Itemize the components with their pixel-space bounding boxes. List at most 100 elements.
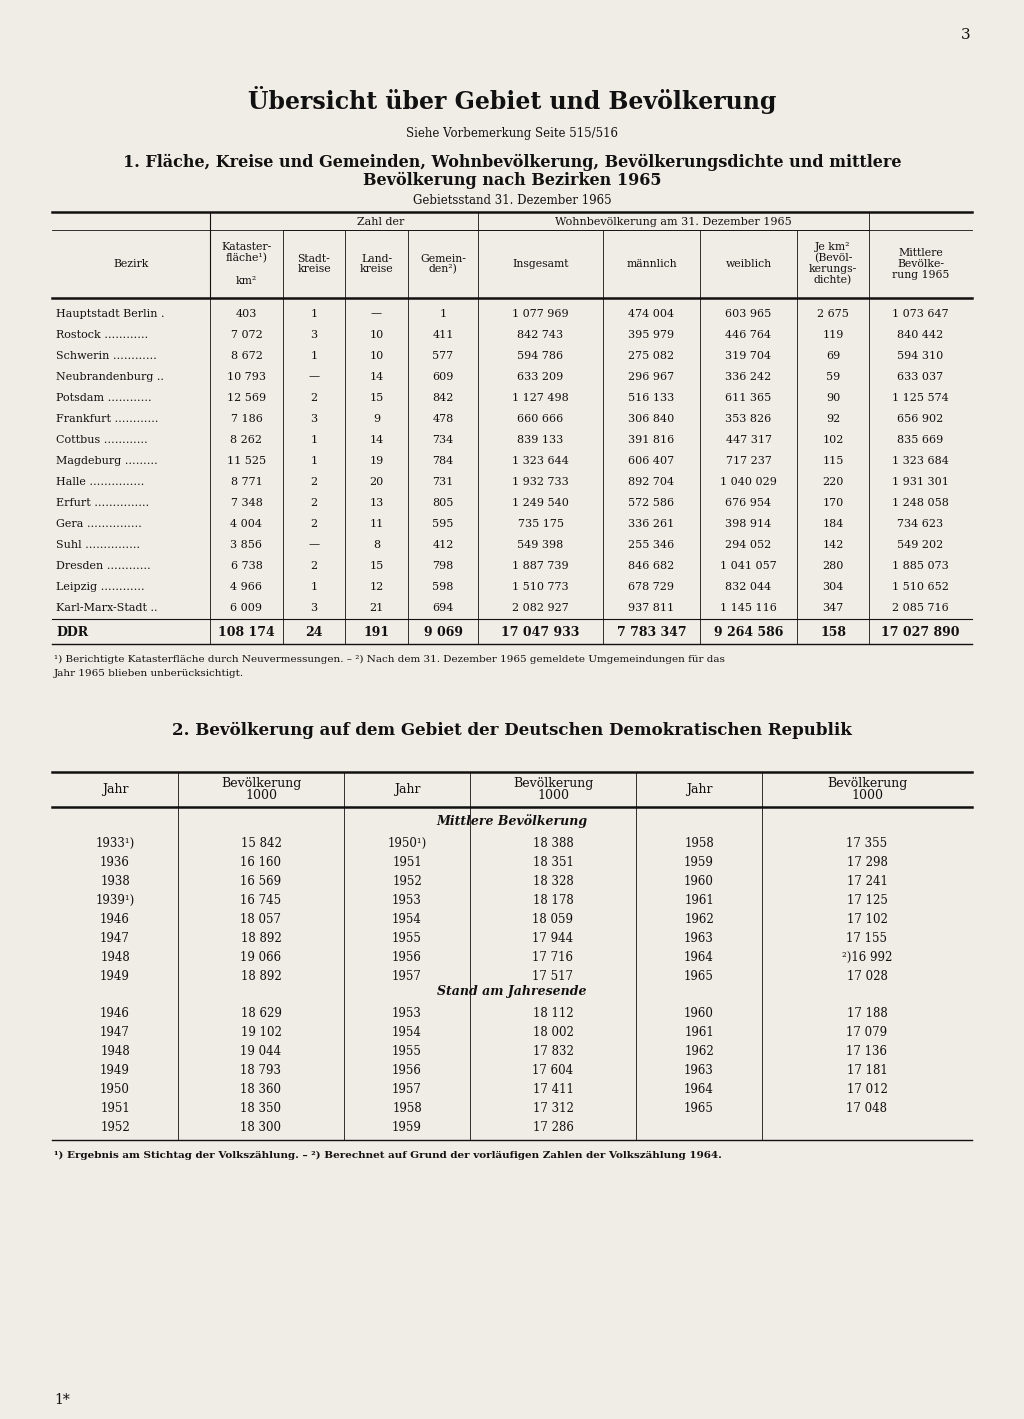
Text: 17 155: 17 155: [847, 932, 888, 945]
Text: 20: 20: [370, 477, 384, 487]
Text: 296 967: 296 967: [629, 372, 675, 382]
Text: (Bevöl-: (Bevöl-: [814, 254, 852, 264]
Text: 1963: 1963: [684, 1064, 714, 1077]
Text: 18 112: 18 112: [532, 1007, 573, 1020]
Text: Siehe Vorbemerkung Seite 515/516: Siehe Vorbemerkung Seite 515/516: [406, 126, 618, 139]
Text: 17 298: 17 298: [847, 856, 888, 868]
Text: 8 771: 8 771: [230, 477, 262, 487]
Text: 1 323 644: 1 323 644: [512, 455, 569, 465]
Text: 446 764: 446 764: [725, 329, 771, 339]
Text: Bevölkerung nach Bezirken 1965: Bevölkerung nach Bezirken 1965: [362, 172, 662, 189]
Text: 2: 2: [310, 518, 317, 528]
Text: 1957: 1957: [392, 1083, 422, 1095]
Text: 18 178: 18 178: [532, 894, 573, 907]
Text: 1 145 116: 1 145 116: [720, 603, 777, 613]
Text: Suhl ……………: Suhl ……………: [56, 539, 140, 549]
Text: 1 248 058: 1 248 058: [892, 498, 949, 508]
Text: 694: 694: [432, 603, 454, 613]
Text: 1: 1: [310, 434, 317, 444]
Text: 1 125 574: 1 125 574: [892, 393, 949, 403]
Text: 18 328: 18 328: [532, 876, 573, 888]
Text: 17 012: 17 012: [847, 1083, 888, 1095]
Text: 1*: 1*: [54, 1393, 70, 1408]
Text: 937 811: 937 811: [629, 603, 675, 613]
Text: 11 525: 11 525: [227, 455, 266, 465]
Text: 3: 3: [961, 28, 970, 43]
Text: 1957: 1957: [392, 969, 422, 983]
Text: Mittlere Bevölkerung: Mittlere Bevölkerung: [436, 815, 588, 827]
Text: 90: 90: [826, 393, 840, 403]
Text: 2 675: 2 675: [817, 308, 849, 318]
Text: 1954: 1954: [392, 1026, 422, 1039]
Text: 1959: 1959: [392, 1121, 422, 1134]
Text: 69: 69: [826, 350, 840, 360]
Text: 1000: 1000: [851, 789, 883, 802]
Text: 7 783 347: 7 783 347: [616, 626, 686, 639]
Text: Zahl der: Zahl der: [356, 217, 404, 227]
Text: 1 041 057: 1 041 057: [720, 561, 777, 570]
Text: 603 965: 603 965: [725, 308, 772, 318]
Text: 10: 10: [370, 329, 384, 339]
Text: 478: 478: [432, 413, 454, 423]
Text: 4 004: 4 004: [230, 518, 262, 528]
Text: 734 623: 734 623: [897, 518, 943, 528]
Text: 59: 59: [826, 372, 840, 382]
Text: 577: 577: [432, 350, 454, 360]
Text: 17 832: 17 832: [532, 1044, 573, 1057]
Text: 840 442: 840 442: [897, 329, 944, 339]
Text: Jahr: Jahr: [394, 783, 420, 796]
Text: 1951: 1951: [392, 856, 422, 868]
Text: 1956: 1956: [392, 951, 422, 964]
Text: —: —: [308, 372, 319, 382]
Text: weiblich: weiblich: [725, 260, 771, 270]
Text: 1962: 1962: [684, 912, 714, 925]
Text: 17 027 890: 17 027 890: [882, 626, 959, 639]
Text: Potsdam …………: Potsdam …………: [56, 393, 152, 403]
Text: 294 052: 294 052: [725, 539, 772, 549]
Text: 6 738: 6 738: [230, 561, 262, 570]
Text: 1958: 1958: [684, 837, 714, 850]
Text: 8: 8: [373, 539, 380, 549]
Text: 1 932 733: 1 932 733: [512, 477, 569, 487]
Text: 18 002: 18 002: [532, 1026, 573, 1039]
Text: 11: 11: [370, 518, 384, 528]
Text: 594 786: 594 786: [517, 350, 563, 360]
Text: 17 048: 17 048: [847, 1101, 888, 1115]
Text: 184: 184: [822, 518, 844, 528]
Text: 734: 734: [432, 434, 454, 444]
Text: 1 249 540: 1 249 540: [512, 498, 569, 508]
Text: fläche¹): fläche¹): [225, 254, 267, 264]
Text: rung 1965: rung 1965: [892, 270, 949, 280]
Text: 3: 3: [310, 413, 317, 423]
Text: Bevölkerung: Bevölkerung: [513, 778, 593, 790]
Text: 2 082 927: 2 082 927: [512, 603, 569, 613]
Text: 1 931 301: 1 931 301: [892, 477, 949, 487]
Text: Land-: Land-: [360, 254, 392, 264]
Text: 9: 9: [373, 413, 380, 423]
Text: den²): den²): [429, 264, 458, 275]
Text: 391 816: 391 816: [629, 434, 675, 444]
Text: 8 672: 8 672: [230, 350, 262, 360]
Text: Jahr: Jahr: [686, 783, 713, 796]
Text: 2. Bevölkerung auf dem Gebiet der Deutschen Demokratischen Republik: 2. Bevölkerung auf dem Gebiet der Deutsc…: [172, 721, 852, 738]
Text: 660 666: 660 666: [517, 413, 563, 423]
Text: 1953: 1953: [392, 1007, 422, 1020]
Text: 1953: 1953: [392, 894, 422, 907]
Text: 1. Fläche, Kreise und Gemeinden, Wohnbevölkerung, Bevölkerungsdichte und mittler: 1. Fläche, Kreise und Gemeinden, Wohnbev…: [123, 153, 901, 170]
Text: 835 669: 835 669: [897, 434, 944, 444]
Text: 1: 1: [310, 308, 317, 318]
Text: 115: 115: [822, 455, 844, 465]
Text: 1950: 1950: [100, 1083, 130, 1095]
Text: Bevölke-: Bevölke-: [897, 260, 944, 270]
Text: 17 102: 17 102: [847, 912, 888, 925]
Text: 170: 170: [822, 498, 844, 508]
Text: 1963: 1963: [684, 932, 714, 945]
Text: Hauptstadt Berlin .: Hauptstadt Berlin .: [56, 308, 165, 318]
Text: Bevölkerung: Bevölkerung: [826, 778, 907, 790]
Text: ¹) Ergebnis am Stichtag der Volkszählung. – ²) Berechnet auf Grund der vorläufig: ¹) Ergebnis am Stichtag der Volkszählung…: [54, 1151, 722, 1161]
Text: 717 237: 717 237: [726, 455, 771, 465]
Text: DDR: DDR: [56, 626, 88, 639]
Text: 255 346: 255 346: [629, 539, 675, 549]
Text: Halle ……………: Halle ……………: [56, 477, 144, 487]
Text: Cottbus …………: Cottbus …………: [56, 434, 147, 444]
